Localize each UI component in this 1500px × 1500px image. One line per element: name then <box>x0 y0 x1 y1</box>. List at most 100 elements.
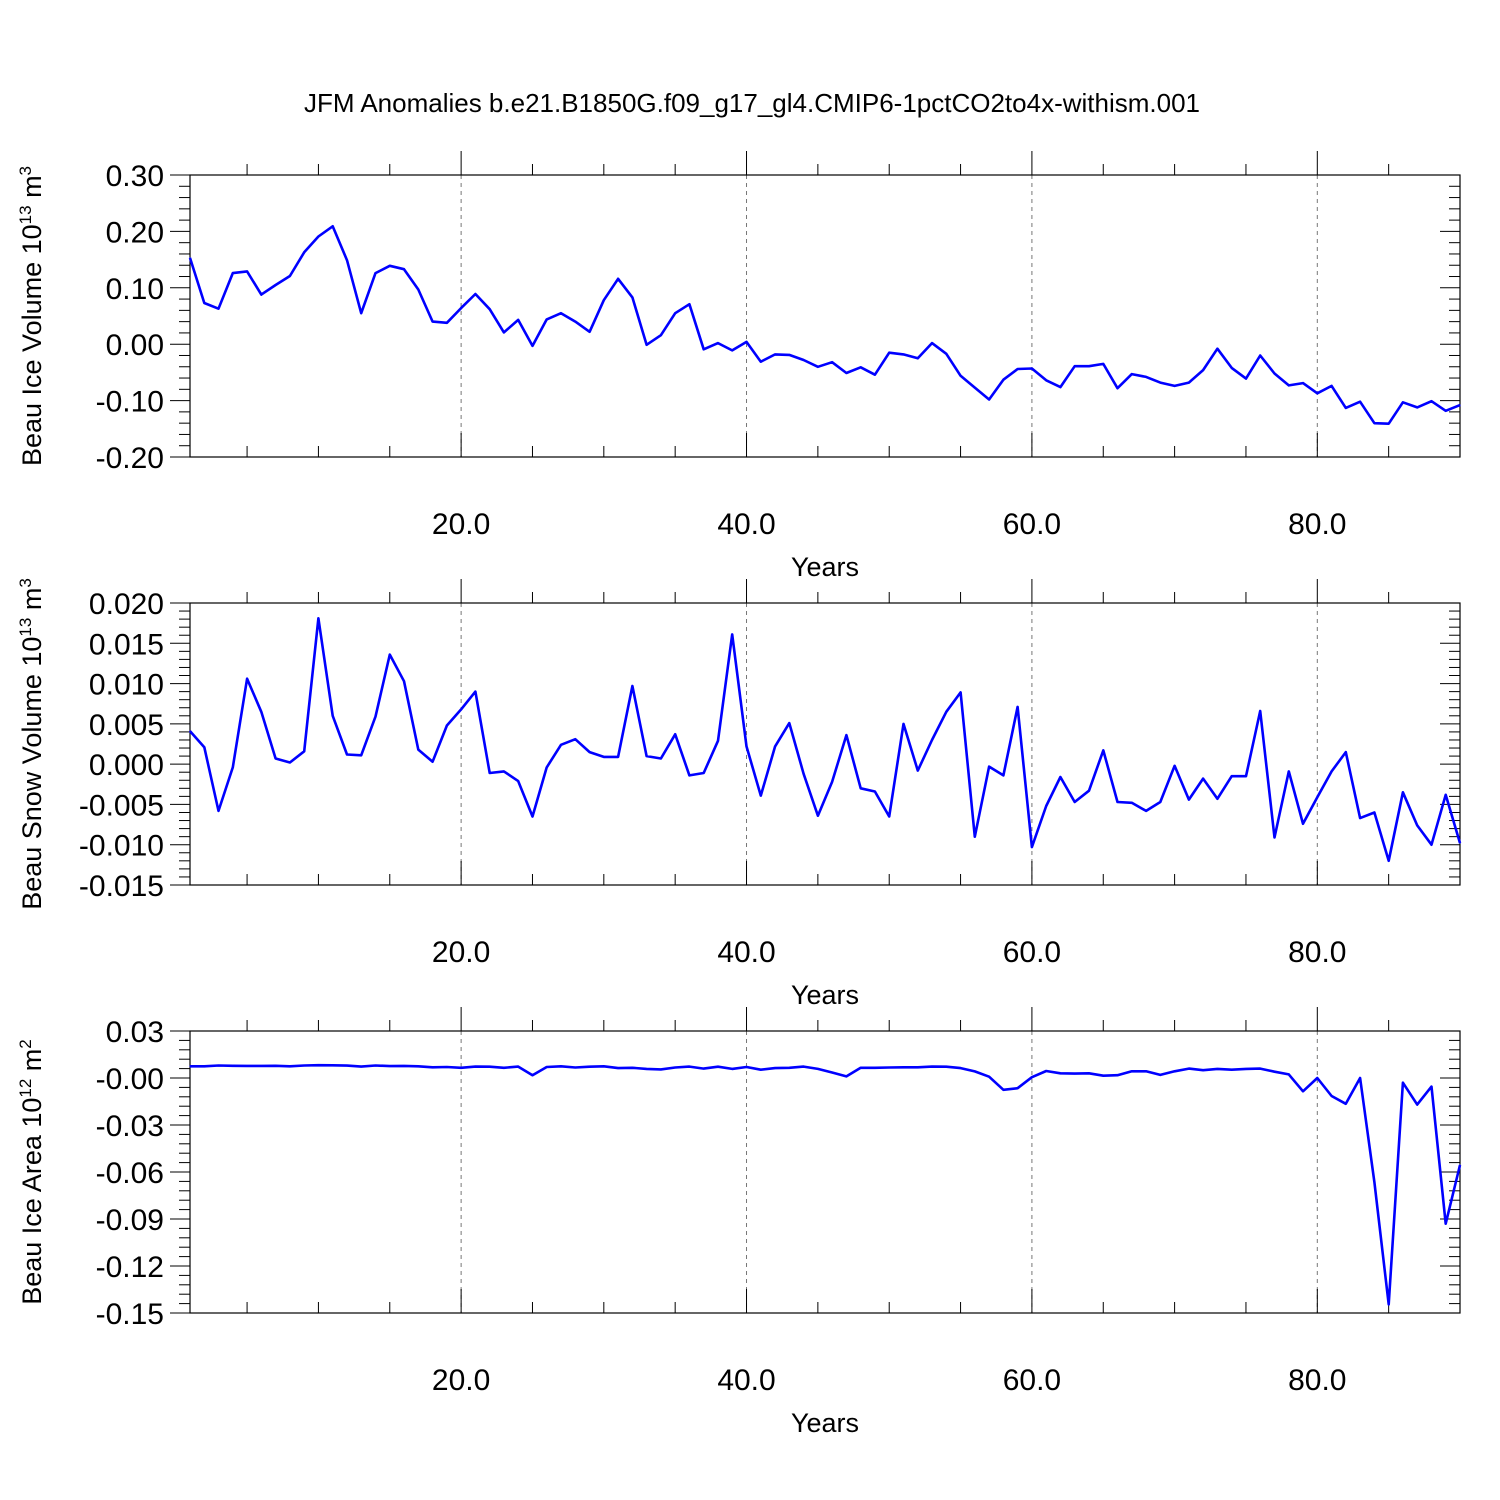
data-point <box>503 1067 505 1069</box>
data-point <box>517 1065 519 1068</box>
y-tick-label: 0.03 <box>106 1016 164 1049</box>
plot-frame <box>189 602 1461 886</box>
data-point <box>1459 842 1461 844</box>
data-point <box>660 757 662 760</box>
data-point <box>1316 1077 1318 1079</box>
y-tick-label: 0.000 <box>89 749 164 782</box>
y-tick-label: 0.20 <box>106 216 164 249</box>
data-point <box>1388 423 1390 425</box>
data-point <box>1002 1089 1004 1091</box>
data-point <box>203 1065 205 1067</box>
data-point <box>374 272 377 274</box>
data-point <box>617 1067 619 1069</box>
panel-2: 0.020 0.015 0.010 0.005 0.000 -0.005 -0.010 -0.… <box>16 578 1462 1010</box>
data-point <box>1174 1070 1176 1072</box>
data-point <box>603 1065 605 1067</box>
data-point <box>1273 372 1276 375</box>
data-point <box>974 836 976 838</box>
data-point <box>1174 385 1176 387</box>
data-point <box>1131 1070 1133 1072</box>
data-point <box>1259 1068 1261 1070</box>
data-point <box>389 1065 391 1067</box>
x-tick-label: 80.0 <box>1288 1364 1346 1397</box>
data-point <box>1088 365 1090 367</box>
x-tick-label: 60.0 <box>1003 1364 1061 1397</box>
y-tick-label: -0.20 <box>96 442 164 475</box>
y-axis-label: Beau Ice Area 1012 m2 <box>16 1039 47 1305</box>
data-point <box>1430 844 1433 846</box>
data-point <box>1402 1082 1404 1084</box>
data-point <box>1359 817 1361 819</box>
y-tick-label: 0.005 <box>89 709 164 742</box>
data-point <box>1202 778 1204 780</box>
data-point <box>1330 1095 1333 1097</box>
data-point <box>817 1068 819 1070</box>
data-point <box>1202 1069 1204 1071</box>
data-point <box>888 815 890 818</box>
x-tick-label: 60.0 <box>1003 508 1061 541</box>
data-point <box>745 341 748 343</box>
data-point <box>1416 406 1418 408</box>
data-point <box>1416 1104 1418 1106</box>
data-point <box>489 1066 491 1068</box>
data-point <box>1273 836 1276 839</box>
data-point <box>860 787 862 789</box>
data-point <box>403 268 405 270</box>
data-point <box>232 272 234 274</box>
data-point <box>1231 775 1233 777</box>
y-axis-label: Beau Snow Volume 1013 m3 <box>16 578 47 910</box>
y-axis-label-part: m <box>17 175 47 205</box>
data-point <box>246 678 248 680</box>
data-point <box>303 750 305 752</box>
data-point <box>1045 1070 1047 1072</box>
data-point <box>1116 801 1119 803</box>
data-point <box>1231 367 1233 369</box>
data-point <box>646 755 648 757</box>
chart-title: JFM Anomalies b.e21.B1850G.f09_g17_gl4.C… <box>304 88 1200 118</box>
data-point <box>959 691 962 694</box>
data-point <box>1373 1181 1375 1183</box>
data-point <box>531 815 534 818</box>
data-point <box>902 723 905 725</box>
data-point <box>217 810 220 812</box>
data-point <box>660 1068 662 1070</box>
data-point <box>1302 382 1304 384</box>
data-point <box>289 1065 291 1067</box>
data-point <box>446 1066 448 1068</box>
data-point <box>560 744 562 746</box>
data-point <box>874 374 876 376</box>
data-point <box>603 299 605 301</box>
data-point <box>631 1067 633 1069</box>
data-point <box>888 352 890 354</box>
data-point <box>1145 1070 1147 1072</box>
data-point <box>917 1066 919 1068</box>
data-point <box>1302 823 1304 825</box>
data-point <box>988 398 990 401</box>
data-point <box>1116 1074 1119 1076</box>
series-line <box>190 1063 1462 1306</box>
x-tick-label: 20.0 <box>432 1364 490 1397</box>
data-point <box>703 772 705 774</box>
data-point <box>1316 796 1318 798</box>
data-point <box>503 331 505 333</box>
data-point <box>760 794 762 797</box>
series-line <box>188 225 1461 426</box>
data-point <box>617 278 619 280</box>
y-axis-label-part: m <box>17 1049 47 1079</box>
y-axis-label-superscript: 12 <box>16 1079 35 1098</box>
data-point <box>945 711 947 713</box>
y-tick-label: -0.15 <box>96 1298 164 1331</box>
data-point <box>1045 805 1047 807</box>
data-point <box>1259 354 1261 357</box>
data-point <box>260 293 262 296</box>
data-point <box>731 349 733 352</box>
data-point <box>603 756 605 758</box>
data-point <box>474 293 476 295</box>
data-point <box>303 1064 305 1067</box>
data-point <box>1216 1068 1219 1070</box>
data-point <box>1074 1073 1076 1075</box>
y-tick-label: -0.00 <box>96 1063 164 1096</box>
data-point <box>1031 1076 1033 1078</box>
data-point <box>232 1065 234 1067</box>
y-axis-label-superscript: 2 <box>16 1039 35 1048</box>
